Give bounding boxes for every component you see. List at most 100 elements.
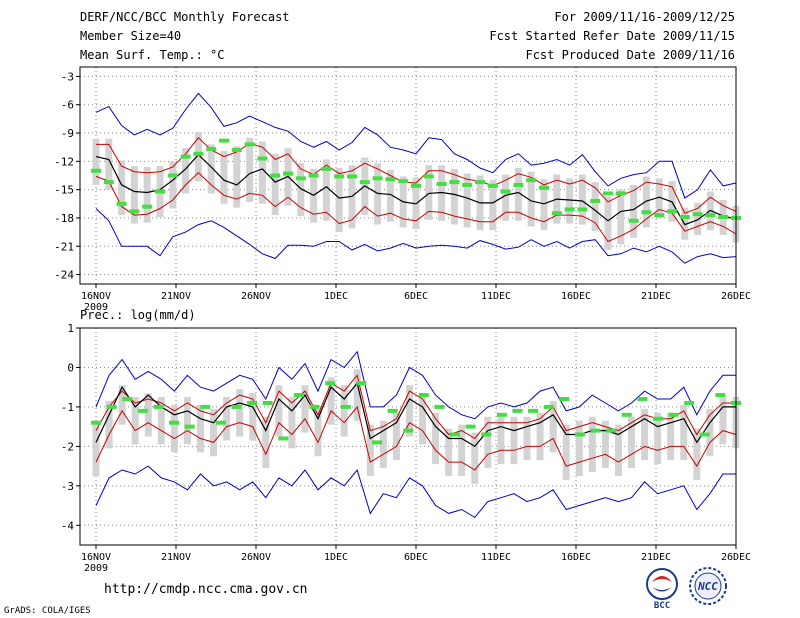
spread-box <box>157 397 165 445</box>
spread-box <box>183 397 191 445</box>
plot-frame <box>79 327 737 546</box>
spread-box <box>105 138 113 190</box>
obs-marker <box>244 142 255 147</box>
obs-marker <box>283 171 293 176</box>
spread-box <box>450 168 458 225</box>
spread-box <box>353 369 361 421</box>
spread-box <box>130 166 138 224</box>
obs-marker <box>679 215 690 220</box>
x-tick-label: 26NOV <box>241 291 271 302</box>
spread-box <box>575 420 583 476</box>
x-tick-label: 16DEC <box>561 552 591 563</box>
obs-marker <box>539 185 549 190</box>
obs-marker <box>423 174 434 179</box>
spread-box <box>591 182 599 232</box>
spread-box <box>249 393 257 441</box>
obs-marker <box>699 432 710 437</box>
spread-box <box>271 153 279 216</box>
spread-box <box>484 416 492 469</box>
y-tick-label: -2 <box>61 440 74 453</box>
member-size: Member Size=40 <box>80 29 182 43</box>
obs-marker <box>718 215 729 220</box>
obs-marker <box>403 428 414 433</box>
spread-box <box>514 167 522 221</box>
x-year-label: 2009 <box>84 563 108 574</box>
spread-box <box>118 385 126 425</box>
series-min-line <box>95 465 736 519</box>
spread-box <box>379 420 387 469</box>
obs-marker <box>106 404 117 409</box>
obs-marker <box>436 181 447 186</box>
obs-marker <box>496 412 507 417</box>
obs-marker <box>308 173 319 178</box>
spread-box <box>489 180 497 231</box>
y-tick-label: -9 <box>61 127 74 140</box>
x-tick-label: 26NOV <box>241 552 271 563</box>
obs-marker <box>434 404 445 409</box>
obs-marker <box>500 189 511 194</box>
x-tick-label: 11DEC <box>481 552 511 563</box>
source-url[interactable]: http://cmdp.ncc.cma.gov.cn <box>104 582 308 597</box>
obs-marker <box>564 207 575 212</box>
spread-box <box>604 196 612 251</box>
obs-marker <box>122 397 133 402</box>
obs-marker <box>487 183 498 188</box>
obs-marker <box>590 198 601 203</box>
spread-box <box>262 416 270 469</box>
spread-box <box>131 397 139 445</box>
series-max-line <box>95 92 737 199</box>
spread-box <box>502 174 510 221</box>
x-tick-label: 26DEC <box>721 552 751 563</box>
obs-marker <box>387 408 398 413</box>
spread-box <box>655 178 663 218</box>
y-tick-label: -24 <box>54 269 74 282</box>
spread-box <box>536 412 544 461</box>
spread-box <box>510 416 518 465</box>
y-tick-label: -12 <box>54 155 74 168</box>
obs-marker <box>169 420 180 425</box>
spread-box <box>386 169 394 222</box>
series-mean-line <box>95 381 736 448</box>
obs-marker <box>278 436 289 441</box>
spread-box <box>463 173 471 228</box>
obs-marker <box>167 173 178 178</box>
chart-title: DERF/NCC/BCC Monthly Forecast <box>80 10 290 24</box>
spread-box <box>540 179 548 231</box>
spread-box <box>169 161 177 209</box>
spread-box <box>340 385 348 437</box>
produced-date: Fcst Produced Date 2009/11/16 <box>525 48 735 62</box>
obs-marker <box>449 180 460 185</box>
obs-marker <box>715 393 726 398</box>
spread-box <box>392 412 400 461</box>
obs-marker <box>418 393 429 398</box>
obs-marker <box>293 393 304 398</box>
obs-marker <box>359 180 370 185</box>
obs-marker <box>372 176 383 181</box>
x-tick-label: 21DEC <box>641 552 671 563</box>
obs-marker <box>462 182 473 187</box>
obs-marker <box>628 218 639 223</box>
obs-marker <box>668 412 679 417</box>
spread-box <box>297 163 305 217</box>
spread-box <box>693 428 701 480</box>
obs-marker <box>551 211 562 216</box>
obs-marker <box>528 408 539 413</box>
obs-marker <box>603 191 613 196</box>
spread-box <box>92 138 100 185</box>
spread-box <box>196 404 204 453</box>
obs-marker <box>103 180 114 185</box>
spread-box <box>588 416 596 473</box>
spread-box <box>144 393 152 437</box>
obs-marker <box>155 189 165 194</box>
x-tick-label: 21NOV <box>161 291 191 302</box>
spread-box <box>223 397 231 441</box>
obs-marker <box>513 182 524 187</box>
series-lower-line <box>95 405 737 471</box>
spread-box <box>288 397 296 449</box>
x-tick-label: 6DEC <box>404 291 428 302</box>
spread-box <box>143 167 151 223</box>
spread-box <box>601 420 609 469</box>
obs-marker <box>153 404 164 409</box>
obs-marker <box>334 174 345 179</box>
obs-marker <box>705 213 716 218</box>
